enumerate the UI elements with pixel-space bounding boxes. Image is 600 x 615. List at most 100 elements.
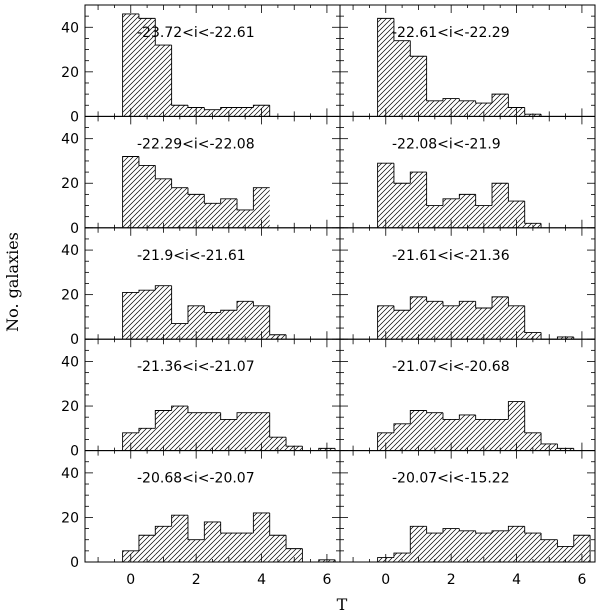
histogram-bar [442, 419, 460, 451]
histogram-bar [220, 533, 238, 562]
histogram-bar [410, 526, 427, 562]
histogram-outline [122, 13, 271, 117]
x-tick-label: 4 [512, 572, 521, 588]
histogram-bar [138, 165, 156, 228]
panel-label: -22.61<i<-22.29 [392, 25, 510, 41]
histogram-bar [492, 296, 509, 340]
y-tick-label: 40 [61, 466, 79, 482]
panel-label: -20.68<i<-20.07 [137, 471, 255, 487]
panel-label: -21.07<i<-20.68 [392, 359, 510, 375]
histogram-bar [204, 412, 221, 451]
panel-label: -21.36<i<-21.07 [137, 359, 255, 375]
histogram-bar [508, 526, 525, 562]
histogram-bar [459, 301, 476, 340]
histogram-bar [393, 310, 411, 340]
histogram-bar [524, 332, 542, 340]
histogram-bar [237, 412, 254, 451]
histogram-bar [410, 410, 427, 451]
histogram-bar [475, 533, 493, 562]
histogram-bar [187, 194, 205, 228]
x-tick-label: 0 [126, 572, 135, 588]
histogram-bar [187, 539, 205, 562]
y-tick-label: 40 [61, 20, 79, 36]
histogram-bar [475, 308, 493, 340]
panel-label: -21.9<i<-21.61 [137, 248, 246, 264]
histogram-bar [442, 98, 460, 117]
histogram-outline [377, 401, 575, 451]
histogram-bar [204, 109, 221, 117]
x-tick-label: 2 [192, 572, 201, 588]
histogram-bar [253, 412, 270, 451]
panel-3: 0 20 40 -22.29<i<-22.08 [61, 115, 341, 237]
histogram-outline [122, 156, 270, 228]
y-tick-label: 0 [70, 109, 79, 125]
histogram-bar [442, 305, 460, 340]
histogram-bar [426, 205, 443, 228]
histogram-bar [492, 530, 509, 562]
panel-label: -22.08<i<-21.9 [392, 136, 501, 152]
histogram-bar [459, 100, 476, 117]
x-tick-label: 4 [257, 572, 266, 588]
histogram-bar [171, 515, 188, 562]
histogram-bar [237, 107, 254, 117]
y-tick-label: 0 [70, 555, 79, 571]
x-tick-label: 0 [381, 572, 390, 588]
panel-1: 0 20 40 -23.72<i<-22.61 [61, 4, 341, 125]
histogram-bar [475, 103, 493, 117]
histogram-bar [410, 296, 427, 340]
histogram-bar [155, 526, 172, 562]
histogram-bar [253, 512, 270, 562]
histogram-outline [377, 525, 591, 562]
histogram-bar [237, 533, 254, 562]
histogram-bar [220, 310, 238, 340]
panel-label: -21.61<i<-21.36 [392, 248, 510, 264]
histogram-bar [442, 198, 460, 228]
histogram-outline [122, 405, 336, 452]
histogram-bar [377, 18, 394, 117]
histogram-bar [377, 163, 394, 228]
histogram-bar [171, 406, 188, 451]
histogram-bar [475, 205, 493, 228]
panel-label: -23.72<i<-22.61 [137, 25, 255, 41]
y-tick-label: 20 [61, 65, 79, 81]
y-tick-label: 20 [61, 288, 79, 304]
panel-6: -21.61<i<-21.36 [339, 227, 596, 340]
histogram-bar [410, 172, 427, 228]
histogram-outline [122, 285, 287, 340]
x-tick-label: 6 [322, 572, 331, 588]
histogram-bar [138, 18, 156, 117]
y-tick-label: 40 [61, 243, 79, 259]
panel-9: 0 20 40 0 2 4 6 -20.68<i<-20.07 [61, 450, 341, 588]
histogram-bar [138, 535, 156, 562]
histogram-bar [426, 412, 443, 451]
histogram-bar [187, 412, 205, 451]
histogram-bar [393, 183, 411, 228]
histogram-bar [524, 533, 542, 562]
histogram-bar [204, 521, 221, 562]
panel-label: -22.29<i<-22.08 [137, 136, 255, 152]
histogram-bar [138, 428, 156, 451]
histogram-bar [492, 419, 509, 451]
histogram-outline [377, 17, 542, 117]
y-tick-label: 0 [70, 332, 79, 348]
histogram-bar [138, 290, 156, 340]
histogram-bar [426, 100, 443, 117]
histogram-bar [204, 312, 221, 340]
histogram-bar [573, 535, 591, 562]
histogram-bar [269, 437, 287, 451]
histogram-bar [122, 156, 139, 228]
histogram-bar [253, 187, 270, 228]
histogram-bar [122, 292, 139, 340]
histogram-bar [269, 535, 287, 562]
histogram-bar [122, 13, 139, 117]
panel-10: 0 2 4 6 -20.07<i<-15.22 [339, 450, 596, 588]
histogram-outline [377, 162, 542, 228]
histogram-bar [155, 178, 172, 228]
histogram-bar [155, 410, 172, 451]
histogram-bar [122, 432, 139, 451]
histogram-bar [393, 553, 411, 562]
histogram-bar [508, 305, 525, 340]
y-tick-label: 0 [70, 221, 79, 237]
histogram-bar [253, 305, 270, 340]
